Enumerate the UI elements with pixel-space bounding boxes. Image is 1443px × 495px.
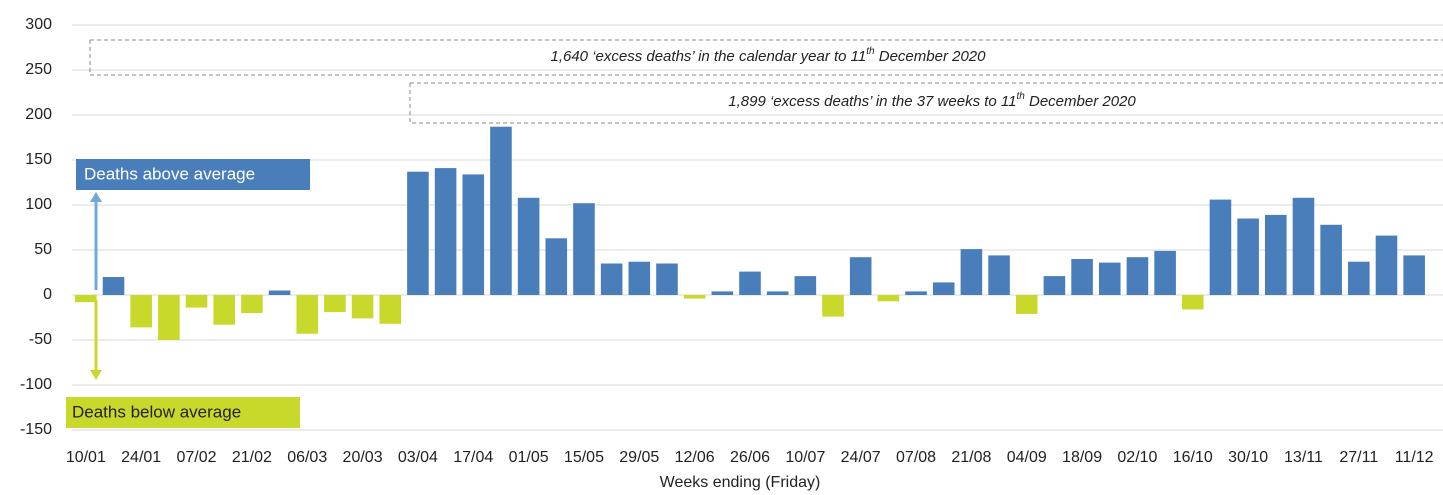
bar	[1071, 259, 1093, 295]
bar	[1126, 257, 1149, 295]
x-tick-label: 15/05	[564, 449, 604, 466]
bar	[213, 295, 235, 325]
annotation: Deaths above average	[84, 164, 255, 183]
x-tick-label: 29/05	[619, 449, 659, 466]
x-tick-label: 16/10	[1173, 449, 1213, 466]
x-tick-label: 12/06	[675, 449, 715, 466]
x-tick-label: 07/08	[896, 449, 936, 466]
bar	[379, 295, 402, 324]
bar	[960, 249, 983, 295]
bar	[407, 171, 429, 295]
bar	[988, 255, 1010, 295]
bar	[545, 238, 568, 295]
bar	[185, 295, 208, 308]
bar	[268, 290, 291, 295]
y-tick-label: -100	[20, 376, 52, 393]
y-tick-label: 50	[34, 241, 52, 258]
x-tick-label: 26/06	[730, 449, 770, 466]
annotation: 1,899 ‘excess deaths’ in the 37 weeks to…	[728, 91, 1136, 110]
bar	[766, 291, 789, 295]
bar	[75, 295, 97, 303]
bar	[711, 291, 734, 295]
bar	[351, 295, 374, 319]
bar	[1043, 276, 1066, 295]
x-tick-label: 21/02	[232, 449, 272, 466]
bar	[517, 197, 540, 295]
annotation: Deaths below average	[72, 402, 241, 421]
bar	[241, 295, 263, 313]
x-tick-label: 06/03	[287, 449, 327, 466]
bar	[600, 263, 623, 295]
x-tick-label: 20/03	[343, 449, 383, 466]
x-tick-label: 13/11	[1284, 449, 1323, 466]
bar	[1181, 295, 1204, 310]
x-tick-label: 24/01	[121, 449, 161, 466]
x-tick-label: 03/04	[398, 449, 438, 466]
bar	[324, 295, 346, 313]
bar	[130, 295, 152, 328]
bar	[1265, 214, 1287, 295]
y-tick-label: -150	[20, 421, 52, 438]
bar	[932, 282, 955, 295]
bar	[794, 276, 817, 295]
bar	[1015, 295, 1038, 314]
y-tick-label: 0	[43, 286, 52, 303]
x-axis-label: Weeks ending (Friday)	[660, 474, 821, 491]
bar	[877, 295, 900, 302]
x-tick-label: 11/12	[1395, 449, 1434, 466]
x-tick-label: 17/04	[453, 449, 493, 466]
bar	[102, 277, 125, 295]
bar	[158, 295, 180, 340]
x-tick-label: 01/05	[509, 449, 549, 466]
label-box	[76, 159, 310, 190]
bar	[434, 168, 457, 295]
x-tick-label: 02/10	[1117, 449, 1157, 466]
bar	[905, 291, 927, 295]
bar	[683, 295, 706, 299]
x-tick-label: 21/08	[951, 449, 991, 466]
x-tick-label: 18/09	[1062, 449, 1102, 466]
bar	[1098, 262, 1121, 295]
bar	[1320, 224, 1342, 295]
bar	[1403, 255, 1425, 295]
x-tick-label: 07/02	[177, 449, 217, 466]
x-tick-label: 10/01	[66, 449, 106, 466]
bar	[1292, 197, 1315, 295]
bar	[1209, 199, 1232, 295]
bar	[1237, 218, 1259, 295]
arrow-head	[90, 192, 102, 202]
y-tick-label: 300	[25, 16, 52, 33]
bar	[628, 261, 651, 295]
y-tick-label: 100	[25, 196, 52, 213]
y-tick-label: 250	[25, 61, 52, 78]
bar	[739, 271, 761, 295]
x-tick-label: 27/11	[1339, 449, 1378, 466]
bar	[462, 174, 485, 295]
label-box	[66, 397, 300, 428]
annotation: 1,640 ‘excess deaths’ in the calendar ye…	[550, 46, 986, 65]
y-tick-label: -50	[29, 331, 52, 348]
y-tick-label: 200	[25, 106, 52, 123]
bar	[822, 295, 844, 317]
bar	[1348, 261, 1370, 295]
arrow-head	[90, 370, 102, 380]
bar	[1154, 250, 1176, 295]
bar	[656, 263, 678, 295]
annotation-box	[409, 82, 1443, 124]
x-tick-label: 30/10	[1228, 449, 1268, 466]
x-tick-label: 24/07	[841, 449, 881, 466]
bar	[296, 295, 319, 334]
annotation-box	[89, 39, 1443, 76]
bar	[573, 203, 595, 295]
x-tick-label: 10/07	[785, 449, 825, 466]
bar	[490, 126, 512, 295]
bar	[1375, 235, 1398, 295]
y-tick-label: 150	[25, 151, 52, 168]
x-tick-label: 04/09	[1007, 449, 1047, 466]
bar	[849, 257, 872, 295]
